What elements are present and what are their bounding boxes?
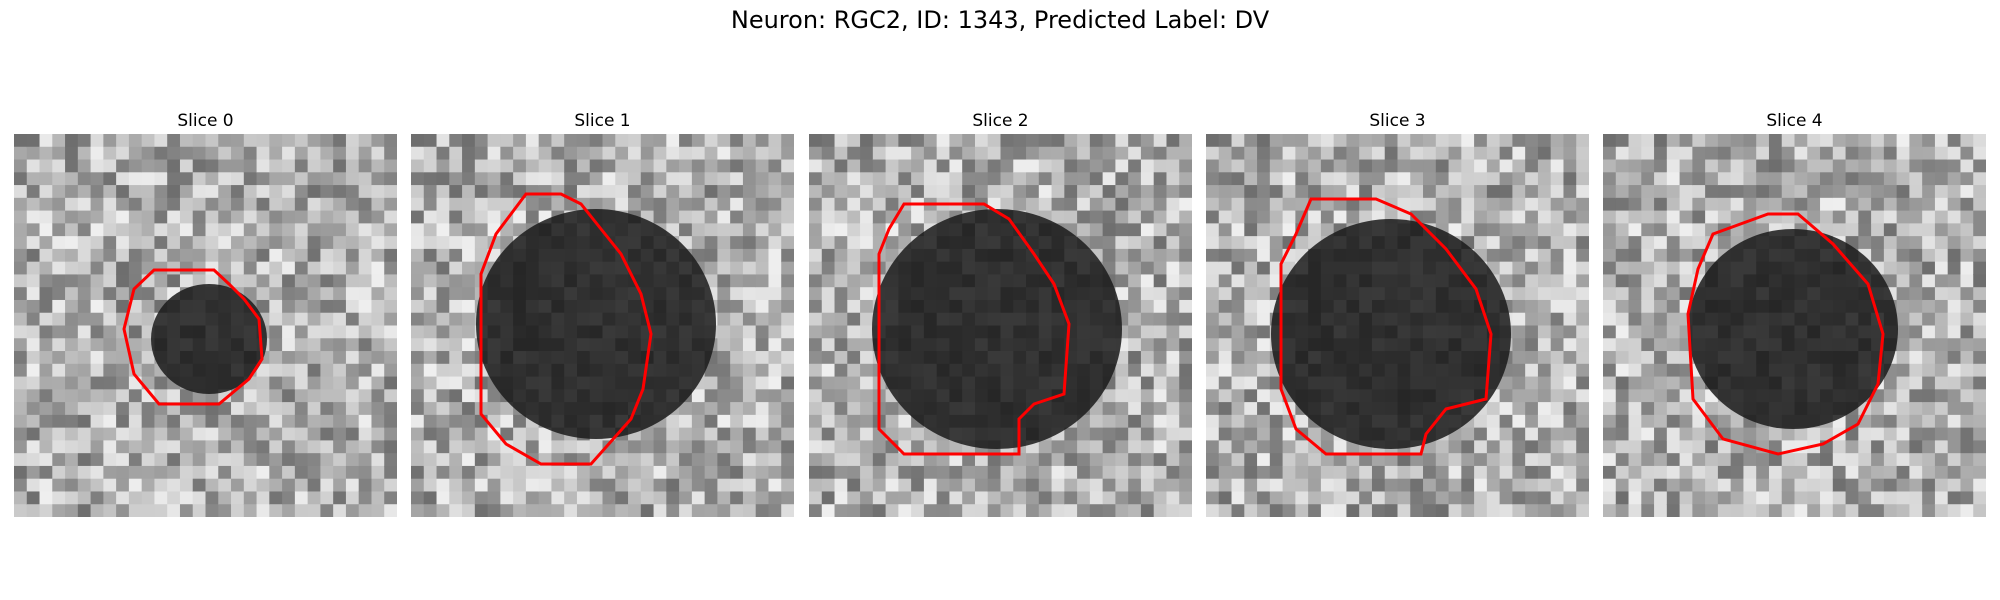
- slice-image-3: [1206, 134, 1589, 517]
- cell-contour: [479, 192, 653, 466]
- slice-image-1: [411, 134, 794, 517]
- cell-body: [151, 284, 267, 394]
- slice-title: Slice 4: [1766, 111, 1823, 131]
- slice-title: Slice 2: [972, 111, 1029, 131]
- slice-image-0: [14, 134, 397, 517]
- slice-panel-1: Slice 1: [411, 110, 794, 517]
- cell-body: [476, 209, 716, 439]
- cell-contour: [122, 268, 264, 406]
- slice-panel-4: Slice 4: [1603, 110, 1986, 517]
- slice-panel-0: Slice 0: [14, 110, 397, 517]
- cell-body: [1271, 219, 1511, 449]
- cell-body: [1688, 229, 1898, 429]
- cell-contour: [877, 202, 1071, 456]
- slice-panel-2: Slice 2: [809, 110, 1192, 517]
- slice-image-2: [809, 134, 1192, 517]
- cell-contour: [1686, 212, 1885, 456]
- cell-body: [872, 209, 1122, 449]
- slice-title: Slice 1: [574, 111, 631, 131]
- slice-panel-3: Slice 3: [1206, 110, 1589, 517]
- slice-title: Slice 3: [1369, 111, 1426, 131]
- cell-contour: [1279, 197, 1493, 456]
- slice-title: Slice 0: [177, 111, 234, 131]
- slice-image-4: [1603, 134, 1986, 517]
- figure-title: Neuron: RGC2, ID: 1343, Predicted Label:…: [730, 6, 1270, 34]
